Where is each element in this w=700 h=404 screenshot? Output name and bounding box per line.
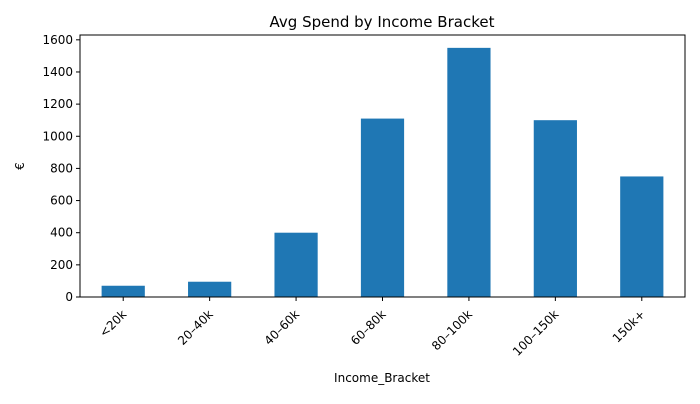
y-tick-label-7: 1400 <box>42 65 73 79</box>
x-tick-label-6: 150k+ <box>610 307 648 345</box>
x-tick-label-1: 20–40k <box>175 307 216 348</box>
x-axis-label: Income_Bracket <box>334 371 430 385</box>
x-tick-label-4: 80–100k <box>429 307 475 353</box>
y-axis: 0 200 400 600 800 1000 1200 1400 1600 <box>42 33 80 304</box>
y-tick-label-8: 1600 <box>42 33 73 47</box>
bar-0 <box>101 285 145 297</box>
bars-layer <box>101 47 664 298</box>
y-tick-label-4: 800 <box>50 161 73 175</box>
x-tick-label-3: 60–80k <box>348 307 389 348</box>
x-axis: <20k 20–40k 40–60k 60–80k 80–100k 100–150k 150… <box>97 297 648 359</box>
chart-title: Avg Spend by Income Bracket <box>270 13 495 31</box>
y-tick-label-0: 0 <box>65 290 73 304</box>
y-tick-label-3: 600 <box>50 194 73 208</box>
bar-2 <box>274 232 318 297</box>
bar-5 <box>533 120 577 297</box>
x-tick-label-0: <20k <box>97 307 130 340</box>
y-tick-label-5: 1000 <box>42 129 73 143</box>
y-tick-label-2: 400 <box>50 226 73 240</box>
y-tick-label-6: 1200 <box>42 97 73 111</box>
bar-3 <box>360 118 405 297</box>
x-tick-label-5: 100–150k <box>510 307 561 358</box>
y-tick-label-1: 200 <box>50 258 73 272</box>
bar-6 <box>620 176 664 297</box>
x-tick-label-2: 40–60k <box>262 307 303 348</box>
bar-1 <box>188 281 232 297</box>
y-axis-label: € <box>13 162 27 170</box>
bar-4 <box>447 47 491 298</box>
plot-frame <box>79 34 686 298</box>
